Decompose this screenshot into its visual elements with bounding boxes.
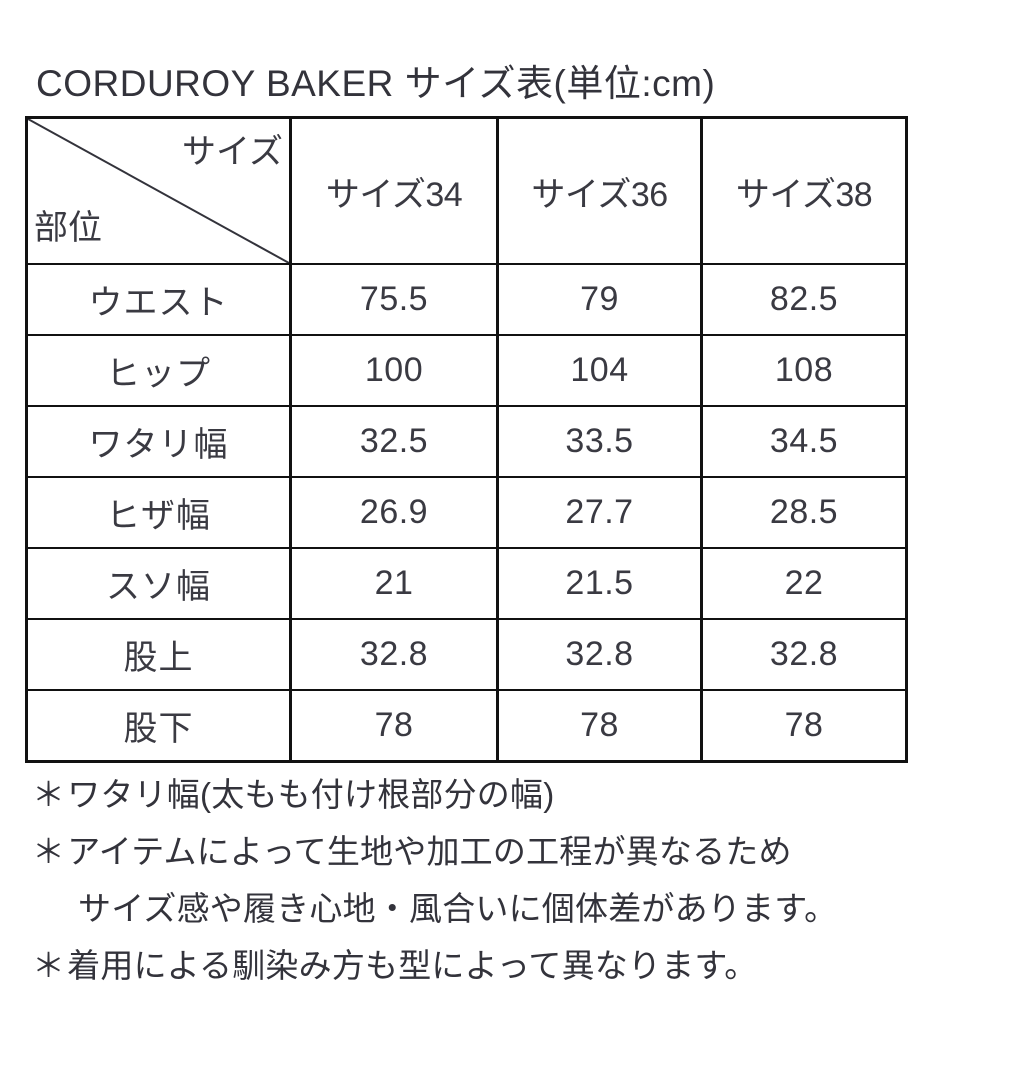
cell-value: 33.5 xyxy=(497,406,703,478)
table-row: 股下 78 78 78 xyxy=(26,690,907,762)
table-row: ヒザ幅 26.9 27.7 28.5 xyxy=(26,477,907,549)
cell-value: 104 xyxy=(497,335,703,407)
note-marker: ＊ xyxy=(32,947,66,984)
cell-value: 108 xyxy=(701,335,907,407)
cell-value: 32.8 xyxy=(701,619,907,691)
table-row: ウエスト 75.5 79 82.5 xyxy=(26,264,907,336)
cell-value: 78 xyxy=(497,690,703,762)
note-marker: ＊ xyxy=(32,776,66,813)
row-label: ヒザ幅 xyxy=(26,477,292,549)
note-text: 着用による馴染み方も型によって異なります。 xyxy=(67,947,758,984)
cell-value: 34.5 xyxy=(701,406,907,478)
note-item-continuation: サイズ感や履き心地・風合いに個体差があります。 xyxy=(32,880,1012,937)
note-text: ワタリ幅(太もも付け根部分の幅) xyxy=(67,776,555,813)
column-header-size38: サイズ38 xyxy=(701,117,907,265)
corner-part-label: 部位 xyxy=(34,209,102,247)
cell-value: 28.5 xyxy=(701,477,907,549)
table-row: スソ幅 21 21.5 22 xyxy=(26,548,907,620)
size-table: サイズ 部位 サイズ34 サイズ36 サイズ38 ウエスト 75.5 79 82… xyxy=(25,116,908,763)
table-row: ワタリ幅 32.5 33.5 34.5 xyxy=(26,406,907,478)
cell-value: 82.5 xyxy=(701,264,907,336)
table-row: ヒップ 100 104 108 xyxy=(26,335,907,407)
row-label: 股上 xyxy=(26,619,292,691)
note-item: ＊アイテムによって生地や加工の工程が異なるため xyxy=(32,823,1012,880)
corner-header-cell: サイズ 部位 xyxy=(26,117,292,265)
column-header-size34: サイズ34 xyxy=(290,117,499,265)
note-marker: ＊ xyxy=(32,833,66,870)
column-header-size36: サイズ36 xyxy=(497,117,703,265)
note-text: サイズ感や履き心地・風合いに個体差があります。 xyxy=(78,890,838,927)
corner-size-label: サイズ xyxy=(182,133,283,171)
page-title: CORDUROY BAKER サイズ表(単位:cm) xyxy=(36,63,716,104)
note-item: ＊着用による馴染み方も型によって異なります。 xyxy=(32,937,1012,994)
row-label: スソ幅 xyxy=(26,548,292,620)
cell-value: 78 xyxy=(701,690,907,762)
table-header-row: サイズ 部位 サイズ34 サイズ36 サイズ38 xyxy=(26,117,907,265)
cell-value: 79 xyxy=(497,264,703,336)
cell-value: 75.5 xyxy=(290,264,499,336)
row-label: ウエスト xyxy=(26,264,292,336)
cell-value: 78 xyxy=(290,690,499,762)
row-label: ワタリ幅 xyxy=(26,406,292,478)
notes-list: ＊ワタリ幅(太もも付け根部分の幅) ＊アイテムによって生地や加工の工程が異なるた… xyxy=(32,766,1012,994)
cell-value: 26.9 xyxy=(290,477,499,549)
note-item: ＊ワタリ幅(太もも付け根部分の幅) xyxy=(32,766,1012,823)
row-label: 股下 xyxy=(26,690,292,762)
cell-value: 22 xyxy=(701,548,907,620)
note-text: アイテムによって生地や加工の工程が異なるため xyxy=(67,833,792,870)
row-label: ヒップ xyxy=(26,335,292,407)
cell-value: 32.5 xyxy=(290,406,499,478)
cell-value: 21.5 xyxy=(497,548,703,620)
cell-value: 32.8 xyxy=(290,619,499,691)
cell-value: 32.8 xyxy=(497,619,703,691)
cell-value: 27.7 xyxy=(497,477,703,549)
cell-value: 21 xyxy=(290,548,499,620)
table-row: 股上 32.8 32.8 32.8 xyxy=(26,619,907,691)
cell-value: 100 xyxy=(290,335,499,407)
